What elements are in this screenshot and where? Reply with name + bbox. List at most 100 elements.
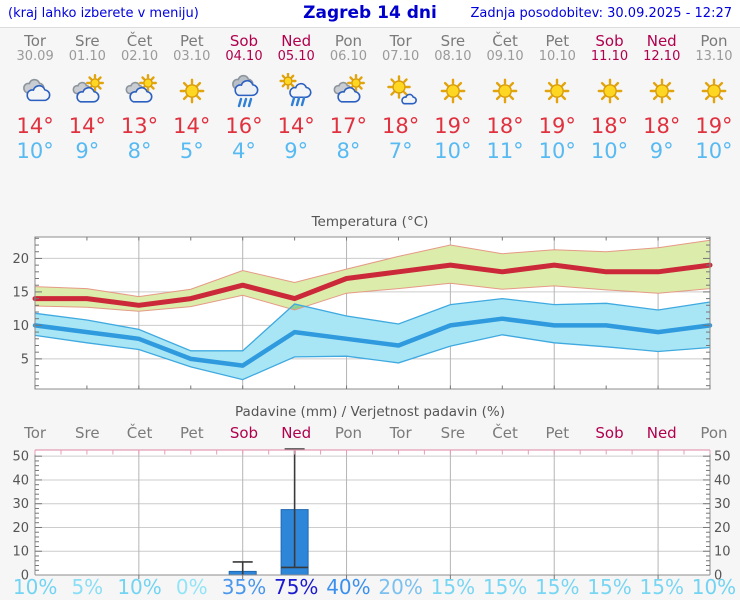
- header-bar: (kraj lahko izberete v meniju) Zagreb 14…: [0, 0, 740, 28]
- day-name: Pet: [545, 32, 570, 50]
- day-column[interactable]: Tor 07.10 18° 7°: [375, 33, 427, 164]
- day-name: Sre: [440, 32, 466, 50]
- day-name: Ned: [281, 32, 312, 50]
- temp-max: 17°: [329, 114, 368, 138]
- svg-text:40: 40: [714, 473, 731, 488]
- day-column[interactable]: Sob 11.10 18° 10°: [583, 33, 635, 164]
- precip-probability: 40%: [326, 575, 371, 599]
- day-date: 13.10: [695, 49, 733, 64]
- day-date: 30.09: [16, 49, 54, 64]
- weather-icon-sun: [539, 73, 575, 109]
- day-column[interactable]: Ned 12.10 18° 9°: [636, 33, 688, 164]
- day-name: Pon: [334, 32, 363, 50]
- svg-text:40: 40: [12, 473, 29, 488]
- day-column[interactable]: Pet 03.10 14° 5°: [166, 33, 218, 164]
- temp-min: 7°: [388, 139, 413, 163]
- day-name: Sre: [75, 32, 100, 50]
- precip-probability: 15%: [639, 575, 684, 599]
- temp-max: 19°: [538, 114, 576, 138]
- weather-icon-rain: [226, 73, 262, 109]
- precip-day-label: Ned: [270, 425, 322, 442]
- forecast-strip: Tor 30.09 14° 10° Sre 01.10 14° 9° Čet 02.10 13° 8°…: [9, 33, 740, 164]
- svg-text:20: 20: [714, 521, 731, 536]
- temp-max: 13°: [120, 114, 159, 138]
- last-update: Zadnja posodobitev: 30.09.2025 - 12:27: [470, 6, 732, 21]
- precip-probability: 5%: [71, 575, 104, 599]
- temp-max: 16°: [225, 114, 263, 138]
- svg-text:0: 0: [21, 569, 29, 584]
- day-column[interactable]: Sre 08.10 19° 10°: [427, 33, 479, 164]
- day-name: Pet: [179, 424, 204, 442]
- temp-min: 9°: [284, 139, 309, 163]
- precip-day-label: Tor: [9, 425, 61, 442]
- svg-text:10: 10: [714, 545, 731, 560]
- precip-probability: 10%: [12, 575, 58, 599]
- svg-text:20: 20: [12, 252, 29, 267]
- day-date: 06.10: [329, 49, 368, 64]
- day-column[interactable]: Tor 30.09 14° 10°: [9, 33, 61, 164]
- day-column[interactable]: Pet 10.10 19° 10°: [531, 33, 583, 164]
- weather-icon-sun: [592, 73, 628, 109]
- precip-probability: 15%: [430, 575, 476, 599]
- day-date: 09.10: [486, 49, 524, 64]
- day-column[interactable]: Pon 13.10 19° 10°: [688, 33, 740, 164]
- day-date: 02.10: [120, 49, 159, 64]
- day-column[interactable]: Čet 02.10 13° 8°: [113, 33, 165, 164]
- day-column[interactable]: Sre 01.10 14° 9°: [61, 33, 113, 164]
- temp-min: 8°: [127, 139, 152, 163]
- day-name: Ned: [646, 424, 677, 442]
- weather-icon-sun-rain: [278, 73, 314, 109]
- day-name: Tor: [389, 32, 412, 50]
- day-name: Tor: [24, 424, 47, 442]
- precip-day-label: Sre: [427, 425, 479, 442]
- temp-max: 14°: [16, 114, 54, 138]
- temp-min: 5°: [179, 139, 204, 163]
- temp-max: 14°: [277, 114, 315, 138]
- day-date: 10.10: [538, 49, 576, 64]
- temp-max: 18°: [590, 114, 629, 138]
- weather-icon-sun-small-cloud: [383, 73, 419, 109]
- temp-max: 14°: [68, 114, 106, 138]
- day-name: Pet: [179, 32, 204, 50]
- day-date: 03.10: [173, 49, 211, 64]
- day-date: 08.10: [434, 49, 472, 64]
- temp-min: 8°: [336, 139, 361, 163]
- svg-text:50: 50: [714, 450, 731, 465]
- day-name: Pon: [700, 32, 728, 50]
- temp-chart-title: Temperatura (°C): [311, 214, 429, 230]
- day-name: Pon: [700, 424, 728, 442]
- day-column[interactable]: Pon 06.10 17° 8°: [322, 33, 374, 164]
- day-column[interactable]: Sob 04.10 16° 4°: [218, 33, 270, 164]
- svg-text:50: 50: [12, 450, 29, 465]
- weather-icon-sun: [174, 73, 210, 109]
- day-date: 01.10: [68, 49, 106, 64]
- precip-day-label: Sob: [218, 425, 270, 442]
- temp-max: 18°: [382, 114, 420, 138]
- precip-probability: 15%: [587, 575, 632, 599]
- day-name: Sob: [595, 424, 624, 442]
- day-name: Pet: [545, 424, 570, 442]
- temp-min: 4°: [232, 139, 256, 163]
- temp-min: 10°: [695, 139, 733, 163]
- precip-probability: 75%: [273, 575, 319, 599]
- day-name: Sob: [595, 32, 624, 50]
- page-title: Zagreb 14 dni: [303, 3, 437, 23]
- day-column[interactable]: Čet 09.10 18° 11°: [479, 33, 531, 164]
- precipitation-chart: 0 0 10 10 20 20 30 30 40 40 50 50: [0, 443, 740, 600]
- day-date: 05.10: [277, 49, 315, 64]
- day-date: 11.10: [590, 49, 629, 64]
- day-date: 04.10: [225, 49, 263, 64]
- weather-icon-sun: [435, 73, 471, 109]
- svg-text:5: 5: [21, 352, 29, 367]
- temp-max: 18°: [486, 114, 524, 138]
- temp-min: 11°: [486, 139, 524, 163]
- day-column[interactable]: Ned 05.10 14° 9°: [270, 33, 322, 164]
- svg-text:0: 0: [714, 569, 722, 584]
- precip-probability: 0%: [175, 575, 208, 599]
- day-name: Sre: [75, 424, 100, 442]
- precip-probability: 10%: [117, 575, 162, 599]
- temp-max: 19°: [434, 114, 472, 138]
- temp-min: 9°: [75, 139, 100, 163]
- svg-text:20: 20: [12, 521, 29, 536]
- temp-min: 9°: [649, 139, 674, 163]
